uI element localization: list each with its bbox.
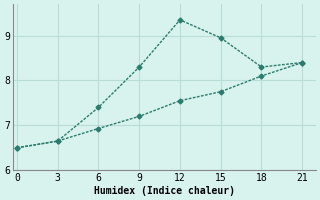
X-axis label: Humidex (Indice chaleur): Humidex (Indice chaleur) — [94, 186, 235, 196]
